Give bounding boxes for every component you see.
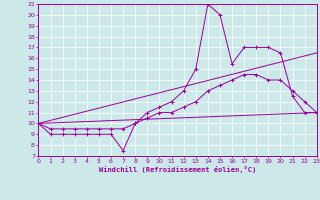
X-axis label: Windchill (Refroidissement éolien,°C): Windchill (Refroidissement éolien,°C) <box>99 166 256 173</box>
